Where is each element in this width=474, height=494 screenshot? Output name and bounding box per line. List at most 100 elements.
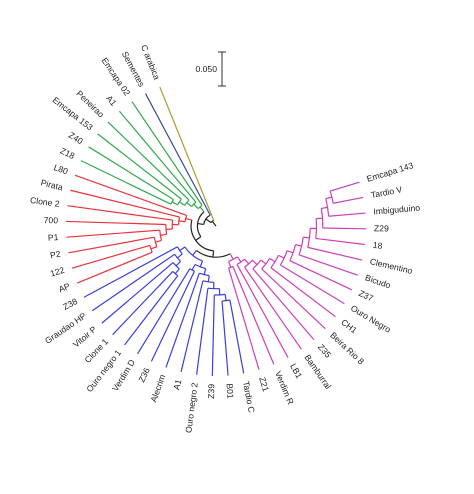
branch-arc-41 [153, 237, 158, 247]
branch-line-118 [307, 246, 363, 261]
leaf-label: 700 [44, 215, 59, 225]
tree-branches [66, 86, 366, 376]
branch-line-36 [66, 220, 166, 226]
branch-line-37 [160, 233, 167, 236]
branch-arc-17 [177, 198, 182, 206]
branch-line-106 [270, 267, 336, 318]
branch-line-109 [280, 264, 345, 305]
leaf-label: Tardio V [370, 184, 403, 200]
leaf-label: 18 [372, 240, 383, 251]
branch-line-94 [236, 264, 289, 358]
branch-line-131 [330, 181, 360, 192]
branch-line-97 [244, 266, 302, 350]
leaf-label: Pirata [40, 177, 64, 192]
branch-line-103 [261, 268, 326, 330]
branch-line-51 [179, 246, 186, 251]
branch-line-113 [295, 244, 302, 247]
leaf-label: Bicudo [364, 272, 392, 290]
branch-line-95 [244, 258, 250, 265]
branch-arc-77 [207, 287, 220, 290]
branch-line-10 [193, 203, 199, 210]
branch-arc-105 [270, 255, 279, 269]
leaf-label: Clementino [369, 256, 414, 276]
branch-arc-123 [320, 208, 324, 229]
branch-line-54 [177, 253, 183, 259]
branch-line-64 [199, 260, 204, 268]
branch-arc-108 [279, 250, 288, 266]
branch-arc-80 [214, 293, 226, 296]
branch-arc-35 [165, 224, 168, 235]
leaf-label: Z40 [67, 130, 85, 146]
branch-line-46 [77, 251, 153, 284]
leaf-label: LB1 [288, 362, 304, 380]
branch-line-88 [228, 261, 232, 268]
branch-line-70 [203, 268, 207, 275]
branch-line-13 [186, 202, 193, 207]
branch-line-12 [118, 110, 197, 203]
branch-line-2 [205, 218, 212, 224]
branch-line-53 [83, 246, 178, 298]
leaf-label: Z29 [374, 223, 389, 233]
leaf-label: Emcapa 143 [365, 160, 414, 184]
branch-line-57 [175, 260, 181, 267]
branch-line-81 [211, 294, 215, 376]
branch-line-59 [101, 262, 174, 324]
branch-line-90 [227, 267, 260, 370]
branch-arc-3 [203, 214, 211, 225]
branch-line-16 [179, 201, 186, 206]
leaf-label: L80 [52, 162, 69, 176]
branch-line-60 [174, 268, 180, 275]
leaf-label: A1 [171, 378, 183, 391]
branch-arc-8 [197, 204, 203, 210]
branch-arc-87 [228, 256, 238, 262]
branch-arc-24 [190, 219, 214, 252]
branch-line-86 [229, 253, 234, 260]
branch-arc-38 [159, 230, 163, 241]
branch-arc-111 [289, 244, 297, 261]
branch-line-69 [150, 270, 195, 362]
branch-line-19 [171, 201, 178, 206]
branch-line-9 [131, 101, 203, 206]
branch-line-47 [212, 250, 215, 258]
branch-arc-44 [149, 245, 153, 253]
branch-arc-55 [174, 253, 181, 262]
branch-line-30 [70, 189, 180, 218]
branch-line-121 [315, 237, 365, 246]
branch-line-115 [298, 254, 358, 276]
branch-line-63 [124, 275, 179, 346]
leaf-label: Z21 [257, 376, 271, 393]
branch-line-73 [207, 275, 210, 282]
branch-line-33 [67, 205, 173, 221]
branch-line-15 [107, 121, 190, 201]
branch-arc-114 [298, 237, 304, 256]
branch-line-72 [165, 273, 200, 368]
branch-line-43 [150, 246, 158, 250]
branch-line-75 [180, 280, 204, 373]
leaf-label: 122 [49, 265, 66, 279]
leaf-label: Beira Rio 8 [328, 330, 366, 367]
branch-arc-58 [172, 262, 180, 270]
branch-line-25 [185, 217, 192, 221]
branch-line-18 [97, 133, 182, 200]
leaf-label: Clone 2 [30, 195, 61, 209]
branch-line-39 [66, 229, 160, 238]
scale-bar-label: 0.050 [195, 64, 217, 74]
branch-arc-6 [196, 211, 205, 238]
branch-arc-50 [184, 246, 203, 262]
branch-line-66 [191, 264, 196, 271]
branch-line-7 [199, 206, 205, 213]
branch-arc-102 [261, 258, 271, 270]
branch-arc-52 [176, 246, 183, 255]
branch-line-5 [197, 222, 204, 226]
leaf-label: Ouro negro 2 [183, 382, 199, 434]
leaf-label: Z37 [357, 288, 375, 303]
branch-arc-93 [236, 258, 245, 265]
branch-line-1 [159, 86, 215, 221]
branch-line-91 [232, 266, 275, 365]
scale-bar: 0.050 [195, 51, 226, 87]
branch-line-104 [269, 257, 276, 263]
branch-line-84 [221, 301, 229, 376]
leaf-label: A1 [104, 93, 119, 108]
branch-line-107 [278, 254, 285, 259]
